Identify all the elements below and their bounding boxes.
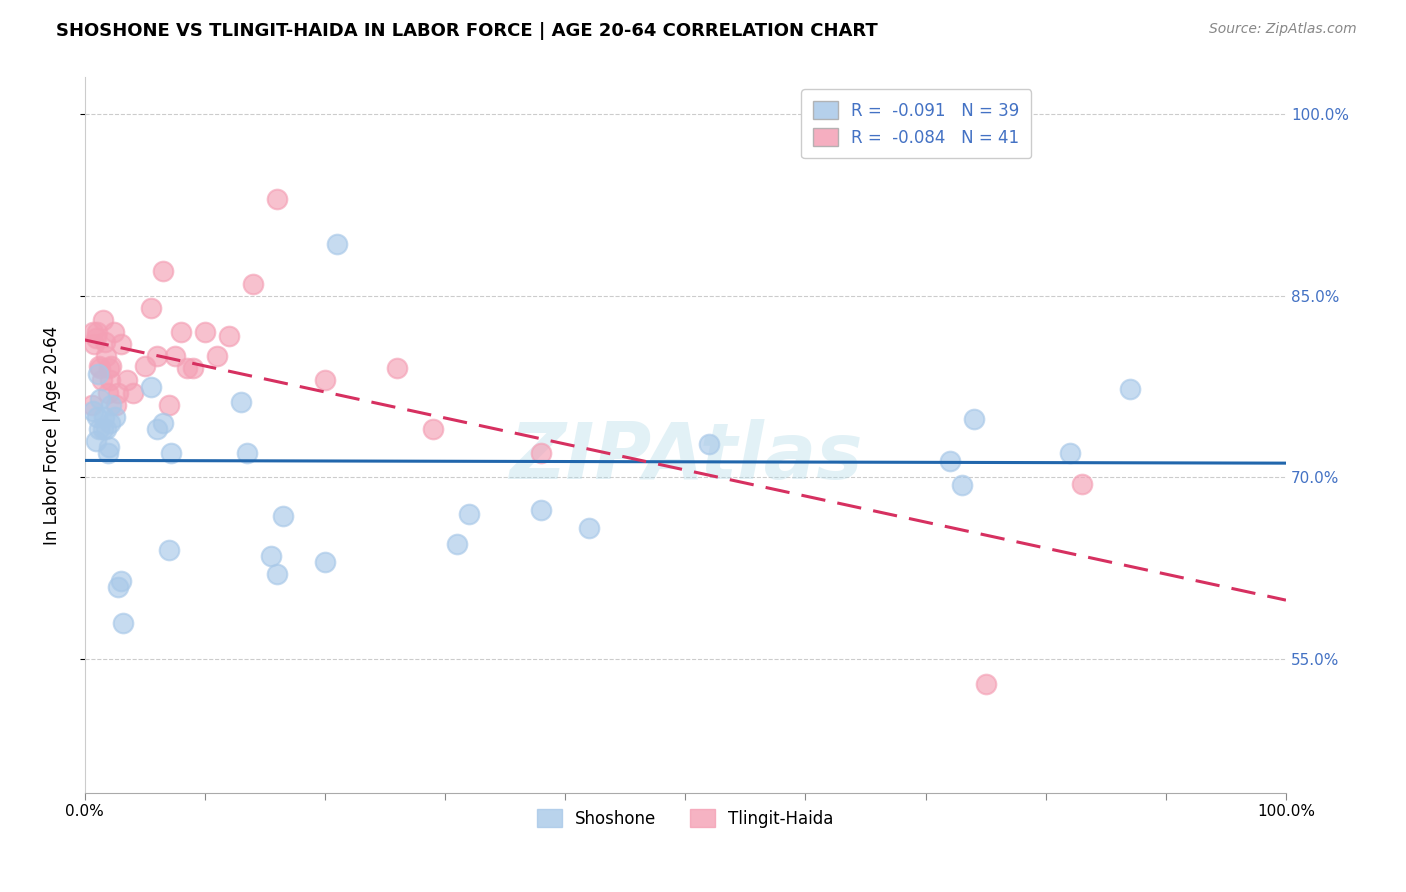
Point [100,398,122,412]
Point [385,361,408,376]
Point [157,543,180,558]
Point [266,192,288,206]
Point [89,392,111,406]
Point [170,325,193,339]
Point [104,409,127,424]
Point [93,409,115,424]
Point [242,277,264,291]
Point [107,385,129,400]
Point [96,422,118,436]
Point [950,477,973,491]
Point [1119,382,1142,396]
Point [104,398,127,412]
Point [98,374,121,388]
Point [1070,476,1092,491]
Point [530,446,553,460]
Point [98,416,121,430]
Text: SHOSHONE VS TLINGIT-HAIDA IN LABOR FORCE | AGE 20-64 CORRELATION CHART: SHOSHONE VS TLINGIT-HAIDA IN LABOR FORCE… [56,22,877,40]
Point [89,422,111,436]
Point [139,379,162,393]
Point [271,509,294,524]
Point [96,349,118,363]
Point [181,361,204,376]
Point [152,264,174,278]
Point [82,404,104,418]
Point [260,549,283,564]
Point [84,434,107,449]
Point [157,398,180,412]
Point [83,337,105,351]
Point [1059,446,1081,460]
Point [176,361,198,376]
Point [89,361,111,376]
Point [194,325,217,339]
Point [100,359,122,373]
Point [86,409,108,424]
Point [229,395,252,409]
Point [699,436,721,450]
Point [97,440,120,454]
Point [110,574,132,588]
Text: Source: ZipAtlas.com: Source: ZipAtlas.com [1209,22,1357,37]
Text: ZIPAtlas: ZIPAtlas [509,418,862,494]
Point [314,555,336,569]
Point [974,676,997,690]
Point [87,368,110,382]
Point [326,236,349,251]
Point [152,416,174,430]
Point [134,359,156,373]
Point [82,325,104,339]
Point [107,580,129,594]
Point [530,503,553,517]
Point [84,331,107,345]
Point [266,567,288,582]
Point [97,361,120,376]
Point [121,385,143,400]
Point [160,446,183,460]
Point [458,507,481,521]
Point [86,325,108,339]
Point [962,412,984,426]
Point [236,446,259,460]
Y-axis label: In Labor Force | Age 20-64: In Labor Force | Age 20-64 [44,326,60,545]
Point [110,337,132,351]
Legend: Shoshone, Tlingit-Haida: Shoshone, Tlingit-Haida [530,803,841,834]
Point [80,398,103,412]
Point [115,374,138,388]
Point [91,313,114,327]
Point [89,359,111,373]
Point [218,328,240,343]
Point [938,453,960,467]
Point [96,446,118,460]
Point [112,615,135,630]
Point [90,374,112,388]
Point [91,422,114,436]
Point [146,422,169,436]
Point [139,301,162,315]
Point [94,334,117,349]
Point [205,349,228,363]
Point [578,521,600,535]
Point [96,385,118,400]
Point [103,325,125,339]
Point [446,537,468,551]
Point [422,422,444,436]
Point [146,349,169,363]
Point [314,374,336,388]
Point [163,349,186,363]
